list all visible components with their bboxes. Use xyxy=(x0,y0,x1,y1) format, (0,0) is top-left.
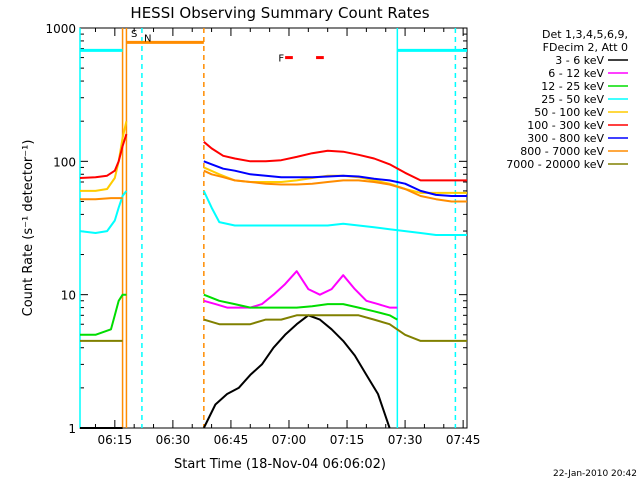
series-line-300-800-kev xyxy=(203,160,467,197)
legend-entry-label: 300 - 800 keV xyxy=(527,132,604,145)
series-line-50-100-kev xyxy=(80,120,128,192)
plot-area xyxy=(79,27,468,429)
y-tick-label: 1 xyxy=(68,422,76,436)
y-tick-label: 100 xyxy=(53,155,76,169)
x-tick-label: 07:45 xyxy=(446,433,481,447)
series-lines xyxy=(79,120,467,429)
series-line-12-25-kev xyxy=(203,293,398,321)
x-tick-label: 07:00 xyxy=(272,433,307,447)
series-line-100-300-kev xyxy=(79,133,128,179)
x-tick-label: 07:15 xyxy=(330,433,365,447)
flag-label: S xyxy=(131,29,137,40)
legend-header-line: Det 1,3,4,5,6,9, xyxy=(542,28,628,41)
series-line-100-300-kev xyxy=(203,141,467,182)
series-line-800-7000-kev xyxy=(203,169,467,203)
flag-label: F xyxy=(278,54,284,65)
y-tick-label: 10 xyxy=(61,289,76,303)
footer-date: 22-Jan-2010 20:42 xyxy=(553,469,637,479)
series-line-3-6-kev xyxy=(202,314,391,429)
legend-header-line: FDecim 2, Att 0 xyxy=(543,41,628,54)
x-axis-label: Start Time (18-Nov-04 06:06:02) xyxy=(174,457,386,472)
series-line-6-12-kev xyxy=(203,270,398,309)
x-axis: 06:15 06:30 06:45 07:00 07:15 07:30 07:45 xyxy=(94,28,481,447)
legend-entry-label: 100 - 300 keV xyxy=(527,119,604,132)
series-line-25-50-kev xyxy=(79,190,128,234)
series-line-800-7000-kev xyxy=(80,197,123,201)
annotations: S N F xyxy=(79,28,467,428)
legend: Det 1,3,4,5,6,9,FDecim 2, Att 03 - 6 keV… xyxy=(506,28,628,171)
x-tick-label: 07:30 xyxy=(388,433,423,447)
y-tick-label: 1000 xyxy=(45,22,76,36)
legend-entry-label: 12 - 25 keV xyxy=(541,80,604,93)
legend-entry-label: 25 - 50 keV xyxy=(541,93,604,106)
chart-title: HESSI Observing Summary Count Rates xyxy=(130,4,429,22)
legend-entry-label: 50 - 100 keV xyxy=(534,106,604,119)
x-tick-label: 06:15 xyxy=(98,433,133,447)
legend-entry-label: 800 - 7000 keV xyxy=(520,145,604,158)
legend-entry-label: 7000 - 20000 keV xyxy=(506,158,604,171)
x-tick-label: 06:30 xyxy=(156,433,191,447)
flag-label: N xyxy=(144,33,151,44)
series-line-25-50-kev xyxy=(202,190,467,236)
series-line-7000-20000-kev xyxy=(203,314,467,342)
series-line-12-25-kev xyxy=(80,293,127,336)
x-tick-label: 06:45 xyxy=(214,433,249,447)
legend-entry-label: 3 - 6 keV xyxy=(555,54,604,67)
legend-entry-label: 6 - 12 keV xyxy=(548,67,604,80)
y-axis-label: Count Rate (s⁻¹ detector⁻¹) xyxy=(21,140,36,317)
plot-frame xyxy=(79,27,468,429)
